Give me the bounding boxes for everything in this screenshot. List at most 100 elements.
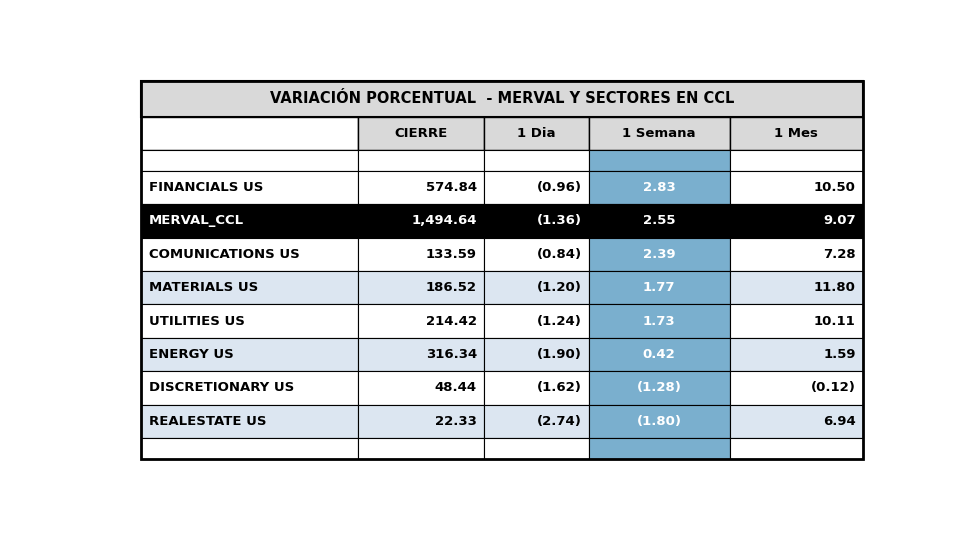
Text: (0.96): (0.96)	[537, 181, 581, 194]
Bar	[358, 338, 484, 371]
Text: 1 Dia: 1 Dia	[517, 127, 556, 140]
Text: 11.80: 11.80	[814, 281, 856, 294]
Bar	[141, 204, 358, 238]
Bar	[589, 150, 729, 171]
Bar	[729, 204, 863, 238]
Bar	[589, 238, 729, 271]
Text: (1.80): (1.80)	[637, 415, 682, 428]
Text: 316.34: 316.34	[425, 348, 477, 361]
Bar	[729, 371, 863, 405]
Bar	[589, 271, 729, 304]
Text: 1 Mes: 1 Mes	[774, 127, 818, 140]
Text: COMUNICATIONS US: COMUNICATIONS US	[149, 248, 300, 261]
Bar	[729, 116, 863, 150]
Bar	[589, 405, 729, 438]
Text: 574.84: 574.84	[426, 181, 477, 194]
Text: (1.20): (1.20)	[537, 281, 581, 294]
Bar	[484, 438, 589, 459]
Text: 214.42: 214.42	[426, 315, 477, 327]
Bar	[141, 81, 863, 116]
Bar	[729, 150, 863, 171]
Bar	[484, 405, 589, 438]
Text: (1.24): (1.24)	[537, 315, 581, 327]
Bar	[729, 338, 863, 371]
Bar	[589, 304, 729, 338]
Bar	[589, 116, 729, 150]
Bar	[358, 150, 484, 171]
Text: (1.28): (1.28)	[637, 381, 682, 395]
Text: 9.07: 9.07	[823, 215, 856, 227]
Text: (2.74): (2.74)	[537, 415, 581, 428]
Bar	[358, 304, 484, 338]
Bar	[141, 304, 358, 338]
Text: 1.73: 1.73	[643, 315, 675, 327]
Bar	[358, 204, 484, 238]
Bar	[484, 238, 589, 271]
Bar	[484, 304, 589, 338]
Bar	[484, 371, 589, 405]
Text: ENERGY US: ENERGY US	[149, 348, 233, 361]
Text: VARIACIÓN PORCENTUAL  - MERVAL Y SECTORES EN CCL: VARIACIÓN PORCENTUAL - MERVAL Y SECTORES…	[270, 91, 734, 106]
Text: REALESTATE US: REALESTATE US	[149, 415, 267, 428]
Text: (1.90): (1.90)	[537, 348, 581, 361]
Text: 10.11: 10.11	[814, 315, 856, 327]
Bar	[589, 204, 729, 238]
Text: 1.59: 1.59	[823, 348, 856, 361]
Bar	[484, 271, 589, 304]
Text: 22.33: 22.33	[435, 415, 477, 428]
Bar	[484, 204, 589, 238]
Text: (0.84): (0.84)	[536, 248, 581, 261]
Bar	[484, 171, 589, 204]
Bar	[141, 371, 358, 405]
Text: DISCRETIONARY US: DISCRETIONARY US	[149, 381, 294, 395]
Bar	[729, 304, 863, 338]
Text: 1 Semana: 1 Semana	[622, 127, 696, 140]
Bar	[141, 405, 358, 438]
Text: 0.42: 0.42	[643, 348, 675, 361]
Bar	[358, 405, 484, 438]
Bar	[358, 116, 484, 150]
Text: MERVAL_CCL: MERVAL_CCL	[149, 215, 244, 227]
Text: 10.50: 10.50	[814, 181, 856, 194]
Bar	[589, 438, 729, 459]
Bar	[729, 171, 863, 204]
Bar	[729, 238, 863, 271]
Text: 1.77: 1.77	[643, 281, 675, 294]
Bar	[358, 171, 484, 204]
Text: 48.44: 48.44	[435, 381, 477, 395]
Bar	[358, 271, 484, 304]
Bar	[358, 371, 484, 405]
Text: CIERRE: CIERRE	[395, 127, 448, 140]
Bar	[141, 171, 358, 204]
Text: 186.52: 186.52	[426, 281, 477, 294]
Bar	[141, 238, 358, 271]
Text: MATERIALS US: MATERIALS US	[149, 281, 258, 294]
Bar	[141, 338, 358, 371]
Text: 133.59: 133.59	[426, 248, 477, 261]
Text: FINANCIALS US: FINANCIALS US	[149, 181, 263, 194]
Text: 2.83: 2.83	[643, 181, 675, 194]
Bar	[141, 116, 358, 150]
Text: 2.55: 2.55	[643, 215, 675, 227]
Text: (0.12): (0.12)	[810, 381, 856, 395]
Bar	[358, 438, 484, 459]
Bar	[141, 271, 358, 304]
Bar	[141, 438, 358, 459]
Text: 2.39: 2.39	[643, 248, 675, 261]
Bar	[484, 338, 589, 371]
Bar	[729, 405, 863, 438]
Bar	[589, 371, 729, 405]
Bar	[729, 271, 863, 304]
Text: 6.94: 6.94	[823, 415, 856, 428]
Bar	[141, 150, 358, 171]
Text: UTILITIES US: UTILITIES US	[149, 315, 245, 327]
Text: 7.28: 7.28	[823, 248, 856, 261]
Bar	[484, 116, 589, 150]
Bar	[484, 150, 589, 171]
Bar	[358, 238, 484, 271]
Text: (1.36): (1.36)	[537, 215, 581, 227]
Text: (1.62): (1.62)	[537, 381, 581, 395]
Bar	[589, 338, 729, 371]
Bar	[589, 171, 729, 204]
Text: 1,494.64: 1,494.64	[412, 215, 477, 227]
